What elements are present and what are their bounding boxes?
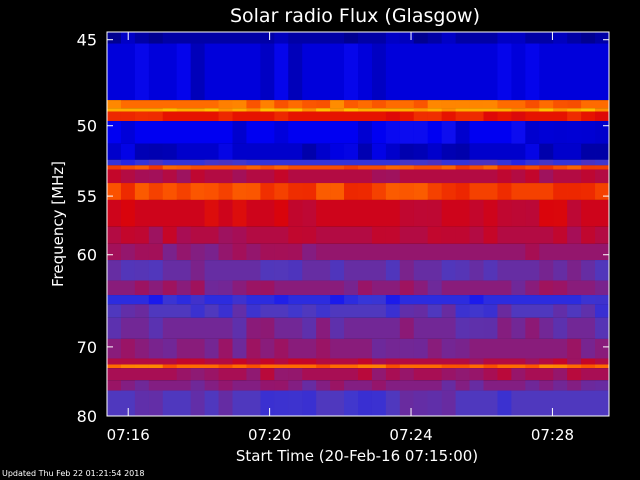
plot-frame: [106, 31, 610, 417]
spectrogram-band: [107, 368, 609, 381]
spectrogram-band: [107, 243, 609, 261]
spectrogram-band: [107, 358, 609, 365]
y-axis: 45 50 55 60 70 80: [77, 31, 609, 426]
y-tick-label: 80: [77, 407, 97, 426]
y-tick-label: 50: [77, 117, 97, 136]
x-tick-label: 07:20: [248, 426, 291, 444]
spectrogram-band: [107, 390, 609, 416]
x-tick-label: 07:24: [389, 426, 432, 444]
spectrogram-band: [107, 304, 609, 318]
spectrogram-band: [107, 100, 609, 109]
spectrogram-band: [107, 295, 609, 305]
y-tick-label: 55: [77, 187, 97, 206]
update-timestamp: Updated Thu Feb 22 01:21:54 2018: [2, 469, 145, 478]
spectrogram-band: [107, 111, 609, 122]
spectrogram-band: [107, 183, 609, 200]
y-axis-label: Frequency [MHz]: [49, 161, 67, 287]
spectrogram-band: [107, 108, 609, 112]
x-axis-label: Start Time (20-Feb-16 07:15:00): [236, 447, 478, 465]
y-tick-label: 60: [77, 246, 97, 265]
spectrogram-band: [107, 364, 609, 369]
spectrogram-band: [107, 199, 609, 227]
spectrogram-band: [107, 43, 609, 101]
spectrogram-band: [107, 226, 609, 244]
spectrogram-band: [107, 280, 609, 296]
y-tick-label: 45: [77, 31, 97, 50]
spectrogram-band: [107, 338, 609, 359]
spectrogram-band: [107, 32, 609, 44]
y-tick-label: 70: [77, 338, 97, 357]
spectrogram-band: [107, 260, 609, 281]
spectrogram-band: [107, 317, 609, 339]
x-axis: 07:16 07:20 07:24 07:28: [107, 32, 574, 444]
x-tick-label: 07:16: [107, 426, 150, 444]
spectrogram-band: [107, 169, 609, 184]
spectrogram-band: [107, 380, 609, 391]
chart-title: Solar radio Flux (Glasgow): [230, 5, 480, 27]
spectrogram-band: [107, 159, 609, 166]
spectrogram-band: [107, 143, 609, 160]
spectrogram-band: [107, 121, 609, 144]
plot-area: [107, 32, 609, 416]
x-tick-label: 07:28: [531, 426, 574, 444]
spectrogram-band: [107, 165, 609, 170]
